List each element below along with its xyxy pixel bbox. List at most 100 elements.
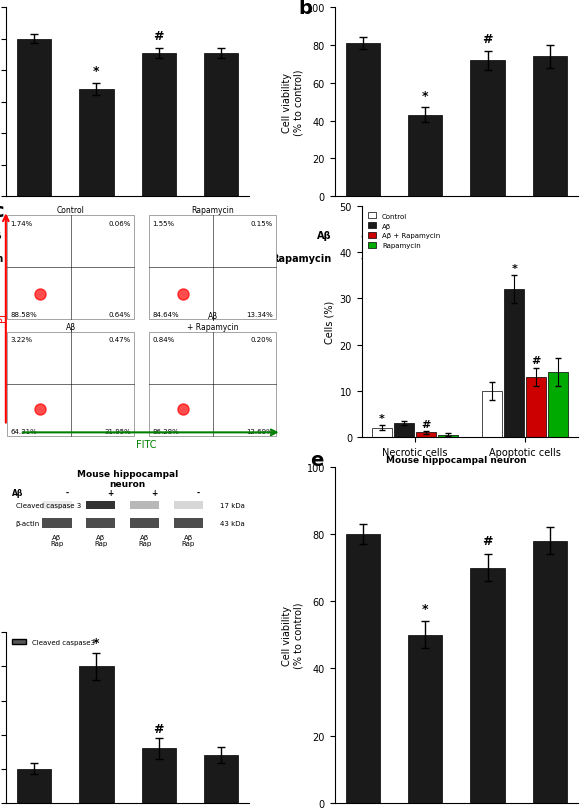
Title: Mouse hippocampal neuron: Mouse hippocampal neuron [386,456,527,465]
Bar [79,667,113,803]
Text: -: - [360,231,365,241]
Text: -: - [548,231,552,241]
Text: #: # [421,419,430,429]
Text: Rap: Rap [94,540,107,546]
Text: Aβ: Aβ [96,534,105,540]
Text: Rapamycin: Rapamycin [0,254,3,264]
Y-axis label: Cells (%): Cells (%) [324,300,334,344]
Text: #: # [154,30,164,43]
Text: 86.28%: 86.28% [152,428,179,434]
Bar [86,518,116,528]
Text: 31.95%: 31.95% [105,428,131,434]
Text: +: + [107,488,114,497]
Bar [17,40,51,197]
Text: Mouse hippocampal
neuron: Mouse hippocampal neuron [77,470,178,489]
Text: #: # [154,722,164,735]
Bar [533,58,567,197]
Text: Rapamycin: Rapamycin [191,206,234,215]
Bar [43,501,72,509]
Text: Cleaved caspase 3: Cleaved caspase 3 [16,503,81,508]
Y-axis label: Cell viability
(% to control): Cell viability (% to control) [282,602,304,668]
Text: 0.06%: 0.06% [109,221,131,226]
Text: Aβ: Aβ [317,231,332,241]
Text: Aβ: Aβ [140,534,150,540]
Bar [174,501,203,509]
Text: *: * [422,602,429,615]
Text: +: + [420,231,430,241]
Bar [204,755,238,803]
Text: Rap: Rap [138,540,151,546]
Text: β-actin: β-actin [16,520,40,526]
Bar [394,423,413,437]
Text: +: + [545,254,555,264]
Bar [346,44,380,197]
Text: Rapamycin: Rapamycin [272,254,332,264]
Text: 0.47%: 0.47% [109,337,131,343]
Bar [174,518,203,528]
Bar [438,436,458,437]
Text: -: - [65,488,68,497]
Text: 0.84%: 0.84% [152,337,175,343]
Y-axis label: Cell viability
(% to control): Cell viability (% to control) [282,70,304,135]
Text: 88.58%: 88.58% [10,311,37,317]
Text: +: + [92,231,101,241]
Bar [43,518,72,528]
Text: PI: PI [0,313,6,322]
Text: -: - [32,231,36,241]
Text: +: + [483,231,492,241]
Bar [86,501,116,509]
Text: +: + [154,231,164,241]
Text: Aβ
+ Rapamycin: Aβ + Rapamycin [187,312,238,331]
Bar [408,635,442,803]
Bar [7,216,134,320]
Text: Rap: Rap [182,540,195,546]
Text: +: + [217,254,226,264]
Text: Aβ: Aβ [53,534,61,540]
Text: +: + [483,254,492,264]
Bar [346,534,380,803]
Bar [204,54,238,197]
Bar [150,216,276,320]
Bar [548,373,568,437]
Text: e: e [310,450,324,470]
Text: -: - [197,488,200,497]
Text: 0.64%: 0.64% [109,311,131,317]
Text: 17 kDa: 17 kDa [220,503,245,508]
Bar [482,391,502,437]
Text: #: # [531,356,541,366]
Bar [533,541,567,803]
Text: 3.22%: 3.22% [10,337,32,343]
Bar [79,90,113,197]
Text: -: - [219,231,224,241]
Bar [471,568,505,803]
Bar [150,333,276,436]
Bar [526,377,546,437]
Bar [17,769,51,803]
Text: 1.74%: 1.74% [10,221,32,226]
Bar [142,749,176,803]
Text: c: c [0,202,4,221]
Text: 84.64%: 84.64% [152,311,179,317]
Text: 12.69%: 12.69% [246,428,273,434]
Text: +: + [151,488,158,497]
Text: 0.15%: 0.15% [251,221,273,226]
Text: +: + [154,254,164,264]
Bar [7,333,134,436]
Text: *: * [422,89,429,102]
Bar [371,428,391,437]
Text: Aβ: Aβ [12,488,24,497]
Text: -: - [94,254,99,264]
Text: Aβ: Aβ [184,534,193,540]
Text: #: # [482,33,493,46]
Text: *: * [378,414,384,423]
Text: 0.20%: 0.20% [251,337,273,343]
Text: 13.34%: 13.34% [246,311,273,317]
Text: Aβ: Aβ [65,322,75,331]
Text: -: - [423,254,427,264]
Bar [471,61,505,197]
Text: *: * [93,65,100,78]
Bar [130,518,159,528]
Text: Rap: Rap [50,540,64,546]
Text: 43 kDa: 43 kDa [220,520,245,526]
Text: -: - [360,254,365,264]
